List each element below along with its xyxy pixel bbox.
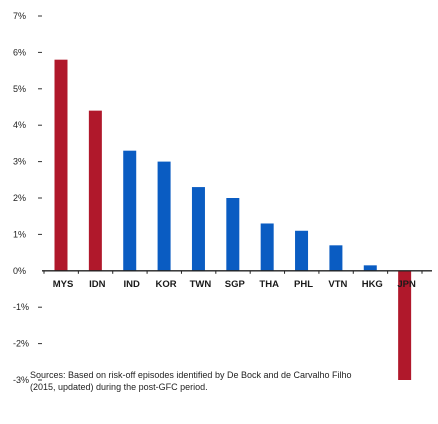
y-tick-label: 2% xyxy=(13,193,26,203)
bar-twn xyxy=(191,187,205,271)
category-label-ind: IND xyxy=(124,279,141,290)
category-label-kor: KOR xyxy=(156,279,177,290)
category-label-jpn: JPN xyxy=(397,279,416,290)
y-tick-label: 6% xyxy=(13,47,26,57)
bar-idn xyxy=(88,110,102,271)
bar-hkg xyxy=(363,265,377,271)
bar-mys xyxy=(54,59,68,271)
category-label-mys: MYS xyxy=(53,279,74,290)
category-label-vtn: VTN xyxy=(328,279,347,290)
bar-jpn xyxy=(398,270,412,380)
bar-tha xyxy=(260,223,274,271)
y-tick-label: -3% xyxy=(13,375,29,385)
bar-ind xyxy=(123,150,137,271)
y-tick-label: 3% xyxy=(13,157,26,167)
category-label-phl: PHL xyxy=(294,279,313,290)
source-note-line-2: (2015, updated) during the post-GFC peri… xyxy=(30,381,208,392)
y-tick-label: 5% xyxy=(13,84,26,94)
bar-kor xyxy=(157,161,171,271)
y-tick-label: 0% xyxy=(13,266,26,276)
category-label-twn: TWN xyxy=(190,279,212,290)
y-tick-label: 7% xyxy=(13,11,26,21)
source-note: Sources: Based on risk-off episodes iden… xyxy=(30,370,430,393)
category-label-sgp: SGP xyxy=(225,279,246,290)
source-note-line-1: Sources: Based on risk-off episodes iden… xyxy=(30,370,352,380)
y-tick-label: -2% xyxy=(13,339,29,349)
category-label-hkg: HKG xyxy=(362,279,383,290)
bar-phl xyxy=(295,230,309,271)
y-tick-label: 1% xyxy=(13,229,26,239)
y-tick-label: -1% xyxy=(13,302,29,312)
bar-vtn xyxy=(329,245,343,271)
y-tick-label: 4% xyxy=(13,120,26,130)
bar-sgp xyxy=(226,198,240,271)
category-label-tha: THA xyxy=(259,279,279,290)
category-label-idn: IDN xyxy=(89,279,106,290)
